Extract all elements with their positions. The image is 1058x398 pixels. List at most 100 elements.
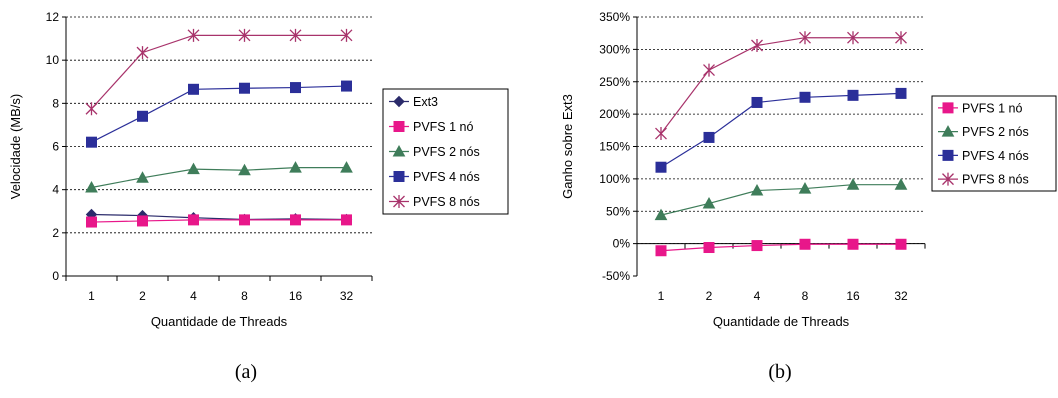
data-point xyxy=(341,214,352,226)
y-tick-label: 150% xyxy=(599,140,630,154)
data-point xyxy=(895,238,907,250)
data-point xyxy=(799,91,811,103)
series-line xyxy=(660,92,902,168)
data-point xyxy=(703,242,715,254)
x-tick-label: 2 xyxy=(706,289,713,303)
data-point xyxy=(703,131,715,143)
legend: Ext3 PVFS 1 nó PVFS 2 nós PVFS 4 nós PVFS 8 … xyxy=(382,88,509,215)
x-tick-label: 32 xyxy=(894,289,908,303)
data-point xyxy=(85,102,98,116)
data-point xyxy=(847,31,859,45)
y-tick-label: 0% xyxy=(613,237,631,251)
series-pvfs-4-ns xyxy=(86,80,352,148)
data-point xyxy=(85,180,98,193)
legend-marker xyxy=(392,144,406,157)
y-axis-label: Velocidade (MB/s) xyxy=(8,94,23,200)
y-tick-label: 100% xyxy=(599,172,630,186)
legend-marker xyxy=(942,149,954,161)
series-pvfs-4-ns xyxy=(655,87,907,173)
data-point xyxy=(847,238,859,250)
series-line xyxy=(91,34,347,110)
x-tick-label: 2 xyxy=(139,289,146,303)
series-ext3 xyxy=(85,208,353,226)
data-point xyxy=(655,161,667,173)
y-tick-label: 250% xyxy=(599,75,630,89)
series-pvfs-1-n xyxy=(655,238,907,257)
x-axis-label: Quantidade de Threads xyxy=(151,314,288,329)
legend-label: PVFS 2 nós xyxy=(413,145,480,159)
data-point xyxy=(750,183,764,196)
series-pvfs-8-ns xyxy=(655,31,907,141)
data-point xyxy=(703,63,715,77)
data-point xyxy=(895,31,907,45)
x-tick-label: 4 xyxy=(754,289,761,303)
y-tick-label: 4 xyxy=(52,183,59,197)
data-point xyxy=(655,245,667,257)
data-point xyxy=(751,96,763,108)
data-point xyxy=(238,28,251,42)
y-axis-label: Ganho sobre Ext3 xyxy=(560,94,575,199)
data-point xyxy=(895,87,907,99)
legend-marker xyxy=(393,171,405,182)
series-line xyxy=(660,37,901,134)
series-line xyxy=(91,85,347,143)
x-tick-label: 1 xyxy=(658,289,665,303)
data-point xyxy=(341,80,352,92)
figure-caption: (a) xyxy=(235,361,257,383)
data-point xyxy=(702,196,716,209)
y-tick-label: 50% xyxy=(606,204,630,218)
data-point xyxy=(187,162,200,175)
data-point xyxy=(751,240,763,252)
legend-label: PVFS 2 nós xyxy=(962,125,1029,139)
legend-label: PVFS 8 nós xyxy=(962,173,1029,187)
data-point xyxy=(137,110,148,122)
data-point xyxy=(289,28,302,42)
legend-marker xyxy=(393,195,405,208)
data-point xyxy=(187,28,200,42)
x-axis-label: Quantidade de Threads xyxy=(713,314,850,329)
y-tick-label: 2 xyxy=(52,226,59,240)
data-point xyxy=(894,178,908,190)
y-tick-label: 300% xyxy=(599,42,630,56)
data-point xyxy=(289,161,302,173)
series-pvfs-1-n xyxy=(86,214,352,228)
legend-label: Ext3 xyxy=(413,95,438,109)
series-line xyxy=(91,213,347,221)
legend-label: PVFS 1 nó xyxy=(413,120,473,134)
series-line xyxy=(91,167,347,189)
data-point xyxy=(847,89,859,101)
data-point xyxy=(655,127,667,141)
y-tick-label: 6 xyxy=(52,140,59,154)
legend-marker xyxy=(393,95,405,108)
x-tick-label: 32 xyxy=(340,289,354,303)
data-point xyxy=(137,215,148,227)
data-point xyxy=(238,163,251,176)
data-point xyxy=(340,161,353,173)
legend-label: PVFS 8 nós xyxy=(413,195,480,209)
x-tick-label: 16 xyxy=(289,289,303,303)
y-tick-label: 8 xyxy=(52,96,59,110)
legend-label: PVFS 4 nós xyxy=(962,149,1029,163)
data-point xyxy=(340,28,353,42)
figure-caption: (b) xyxy=(768,361,791,383)
chart-b: -50% 0% 50% 100% 150% 200% 250% 300% 350% 1 2 4 8 16 3… xyxy=(560,10,1057,383)
data-point xyxy=(86,216,97,228)
y-tick-label: 12 xyxy=(46,10,60,24)
data-point xyxy=(799,238,811,250)
data-point xyxy=(188,214,199,226)
legend-label: PVFS 4 nós xyxy=(413,170,480,184)
series-line xyxy=(660,243,901,252)
data-point xyxy=(136,46,149,60)
series-line xyxy=(91,219,347,223)
series-pvfs-2-ns xyxy=(654,178,908,221)
data-point xyxy=(136,171,149,183)
y-tick-label: 10 xyxy=(46,53,60,67)
data-point xyxy=(751,38,763,52)
y-tick-label: 350% xyxy=(599,10,630,24)
y-tick-label: -50% xyxy=(602,269,630,283)
x-tick-label: 4 xyxy=(190,289,197,303)
data-point xyxy=(239,82,250,94)
data-point xyxy=(798,182,812,194)
